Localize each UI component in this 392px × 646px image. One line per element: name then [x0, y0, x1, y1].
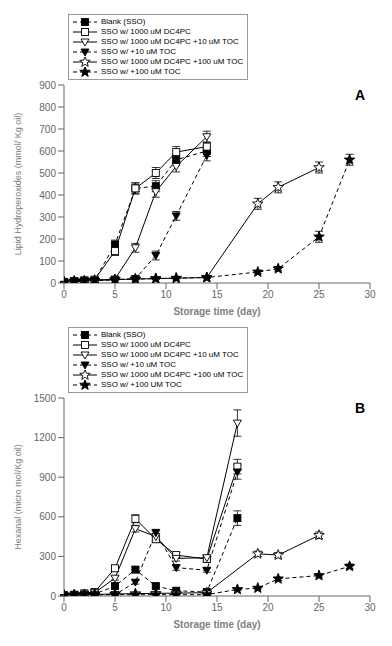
- svg-text:500: 500: [39, 168, 56, 179]
- svg-text:Hexanal (micro mol/Kg oil): Hexanal (micro mol/Kg oil): [13, 444, 23, 550]
- html-text:SSO w/ 1000 uM DC4PC: SSO w/ 1000 uM DC4PC: [101, 340, 191, 349]
- svg-text:25: 25: [313, 289, 325, 300]
- svg-text:Lipid Hydroperoxides (mmol/ Kg: Lipid Hydroperoxides (mmol/ Kg oil): [13, 113, 23, 256]
- svg-text:5: 5: [112, 602, 118, 613]
- svg-text:900: 900: [39, 80, 56, 91]
- svg-text:800: 800: [39, 102, 56, 113]
- html-text:Blank (SSO): Blank (SSO): [101, 17, 146, 26]
- svg-text:0: 0: [50, 591, 56, 602]
- svg-text:15: 15: [211, 289, 223, 300]
- svg-text:15: 15: [211, 602, 223, 613]
- svg-text:20: 20: [262, 602, 274, 613]
- svg-text:300: 300: [39, 212, 56, 223]
- svg-text:600: 600: [39, 146, 56, 157]
- svg-text:25: 25: [313, 602, 325, 613]
- svg-text:200: 200: [39, 234, 56, 245]
- svg-text:300: 300: [39, 551, 56, 562]
- html-text:SSO w/ 1000 uM DC4PC +100 uM T: SSO w/ 1000 uM DC4PC +100 uM TOC: [101, 370, 244, 379]
- svg-text:400: 400: [39, 190, 56, 201]
- svg-text:1500: 1500: [34, 393, 57, 404]
- svg-text:0: 0: [50, 278, 56, 289]
- svg-text:0: 0: [61, 602, 67, 613]
- html-text:Blank (SSO): Blank (SSO): [101, 330, 146, 339]
- svg-text:Storage time (day): Storage time (day): [173, 619, 260, 630]
- svg-text:B: B: [355, 400, 365, 416]
- svg-text:A: A: [355, 87, 365, 103]
- html-text:SSO w/ +100 UM TOC: SSO w/ +100 UM TOC: [101, 380, 182, 389]
- html-text:SSO w/ 1000 uM DC4PC +10 uM TO: SSO w/ 1000 uM DC4PC +10 uM TOC: [101, 37, 239, 46]
- svg-text:20: 20: [262, 289, 274, 300]
- html-text:SSO w/ +100 uM TOC: SSO w/ +100 uM TOC: [101, 67, 181, 76]
- svg-text:5: 5: [112, 289, 118, 300]
- html-text:SSO w/ 1000 uM DC4PC +100 uM T: SSO w/ 1000 uM DC4PC +100 uM TOC: [101, 57, 244, 66]
- svg-text:Storage time (day): Storage time (day): [173, 306, 260, 317]
- svg-text:0: 0: [61, 289, 67, 300]
- svg-text:10: 10: [160, 289, 172, 300]
- svg-text:700: 700: [39, 124, 56, 135]
- svg-text:600: 600: [39, 511, 56, 522]
- html-text:SSO w/ +10 uM TOC: SSO w/ +10 uM TOC: [101, 360, 177, 369]
- svg-text:100: 100: [39, 256, 56, 267]
- svg-text:10: 10: [160, 602, 172, 613]
- svg-text:1200: 1200: [34, 432, 57, 443]
- html-text:SSO w/ 1000 uM DC4PC: SSO w/ 1000 uM DC4PC: [101, 27, 191, 36]
- html-text:SSO w/ 1000 uM DC4PC +10 uM TO: SSO w/ 1000 uM DC4PC +10 uM TOC: [101, 350, 239, 359]
- svg-text:900: 900: [39, 472, 56, 483]
- svg-text:30: 30: [364, 289, 376, 300]
- html-text:SSO w/ +10 uM TOC: SSO w/ +10 uM TOC: [101, 47, 177, 56]
- svg-text:30: 30: [364, 602, 376, 613]
